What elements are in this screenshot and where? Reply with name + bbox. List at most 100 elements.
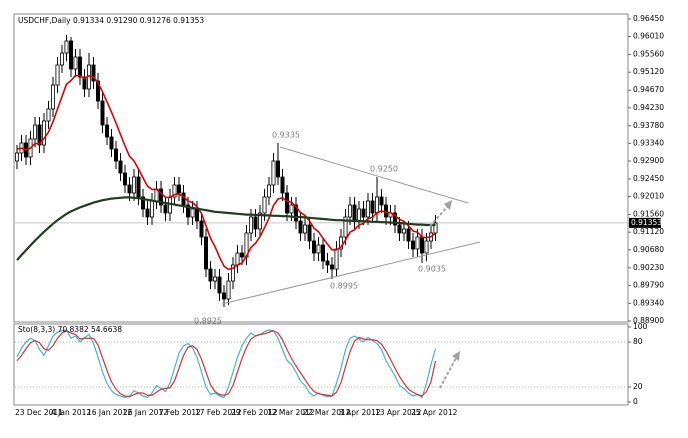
candle-body bbox=[109, 136, 114, 150]
y-tick-label: 0.96450 bbox=[633, 14, 664, 23]
price-annotation: 0.9335 bbox=[272, 131, 300, 140]
candle-body bbox=[406, 228, 411, 242]
candle-body bbox=[365, 200, 370, 218]
candle-body bbox=[69, 40, 74, 70]
candle-body bbox=[212, 276, 217, 282]
candle-body bbox=[275, 160, 280, 178]
candle-body bbox=[298, 220, 303, 234]
candle-body bbox=[401, 228, 406, 234]
candle-body bbox=[221, 292, 226, 300]
candle-body bbox=[320, 244, 325, 262]
candle-body bbox=[329, 264, 334, 270]
forecast-arrow bbox=[429, 205, 449, 227]
y-tick-label: 0 bbox=[633, 397, 638, 406]
candle-body bbox=[217, 276, 222, 294]
y-tick-label: 0.91560 bbox=[633, 210, 664, 219]
arrow-head bbox=[452, 351, 460, 361]
bid-label-box bbox=[629, 217, 661, 228]
candle-body bbox=[176, 184, 181, 194]
support-line bbox=[221, 241, 481, 305]
x-tick-label: 3 Apr 2012 bbox=[339, 408, 381, 417]
candle-body bbox=[239, 252, 244, 258]
candle-body bbox=[33, 124, 38, 140]
x-tick-label: 25 Apr 2012 bbox=[411, 408, 458, 417]
x-tick-label: 13 Apr 2012 bbox=[375, 408, 422, 417]
candle-body bbox=[136, 176, 141, 198]
candle-body bbox=[82, 76, 87, 90]
bid-label: 0.91353 bbox=[631, 218, 662, 227]
candle-body bbox=[96, 80, 101, 102]
candle-body bbox=[51, 84, 56, 110]
candle-body bbox=[379, 196, 384, 206]
candle-body bbox=[127, 184, 132, 194]
candle-body bbox=[280, 176, 285, 194]
y-tick-label: 0.91120 bbox=[633, 227, 664, 236]
candle-body bbox=[185, 204, 190, 218]
x-tick-label: 16 Jan 2012 bbox=[87, 408, 132, 417]
candle-body bbox=[392, 212, 397, 226]
y-tick-label: 0.88900 bbox=[633, 316, 664, 325]
candle-body bbox=[293, 204, 298, 222]
price-panel-frame bbox=[13, 13, 629, 323]
y-tick-label: 0.93780 bbox=[633, 121, 664, 130]
price-annotation: 0.8925 bbox=[194, 317, 222, 326]
candle-body bbox=[343, 216, 348, 238]
price-annotation: 0.8995 bbox=[330, 282, 358, 291]
candle-body bbox=[397, 224, 402, 234]
candle-body bbox=[266, 184, 271, 198]
candle-body bbox=[145, 208, 150, 218]
y-tick-label: 0.90680 bbox=[633, 245, 664, 254]
x-tick-label: 4 Jan 2012 bbox=[51, 408, 91, 417]
y-tick-label: 0.89340 bbox=[633, 298, 664, 307]
y-tick-label: 0.95120 bbox=[633, 67, 664, 76]
line-series bbox=[16, 330, 437, 398]
candle-body bbox=[433, 222, 438, 234]
price-layer bbox=[14, 35, 438, 307]
candle-body bbox=[257, 212, 262, 230]
candle-body bbox=[356, 208, 361, 222]
candle-body bbox=[181, 192, 186, 206]
candle-body bbox=[131, 176, 136, 194]
stochastic-layer bbox=[15, 329, 627, 399]
candle-body bbox=[253, 216, 258, 230]
candle-body bbox=[118, 160, 123, 174]
candle-body bbox=[311, 240, 316, 254]
candle-body bbox=[383, 204, 388, 218]
x-tick-label: 29 Feb 2012 bbox=[231, 408, 278, 417]
candle-body bbox=[284, 192, 289, 214]
y-tick-label: 0.96010 bbox=[633, 32, 664, 41]
x-tick-label: 23 Dec 2011 bbox=[15, 408, 63, 417]
candle-body bbox=[158, 188, 163, 206]
candle-body bbox=[91, 64, 96, 82]
arrow-head bbox=[444, 200, 452, 210]
candle-body bbox=[172, 184, 177, 198]
y-tick-label: 80 bbox=[633, 337, 643, 346]
y-tick-label: 0.90230 bbox=[633, 263, 664, 272]
y-tick-label: 100 bbox=[633, 322, 648, 331]
candle-body bbox=[424, 240, 429, 254]
x-tick-label: 17 Feb 2012 bbox=[195, 408, 242, 417]
candle-body bbox=[226, 280, 231, 300]
y-tick-label: 0.94230 bbox=[633, 103, 664, 112]
y-tick-label: 0.92450 bbox=[633, 174, 664, 183]
candle-body bbox=[100, 100, 105, 126]
candle-body bbox=[370, 200, 375, 214]
candle-body bbox=[302, 224, 307, 234]
y-tick-label: 0.93340 bbox=[633, 138, 664, 147]
y-tick-label: 0.92900 bbox=[633, 156, 664, 165]
candle-body bbox=[64, 40, 69, 54]
stochastic-arrow bbox=[439, 357, 457, 389]
line-series bbox=[16, 196, 436, 261]
candle-body bbox=[352, 204, 357, 222]
candle-body bbox=[60, 52, 65, 66]
candle-body bbox=[46, 108, 51, 122]
candle-body bbox=[114, 148, 119, 162]
candle-body bbox=[73, 56, 78, 70]
candle-body bbox=[338, 236, 343, 250]
candle-body bbox=[78, 56, 83, 78]
candle-body bbox=[140, 196, 145, 210]
candle-body bbox=[163, 204, 168, 214]
candle-body bbox=[347, 204, 352, 218]
candle-body bbox=[361, 208, 366, 218]
